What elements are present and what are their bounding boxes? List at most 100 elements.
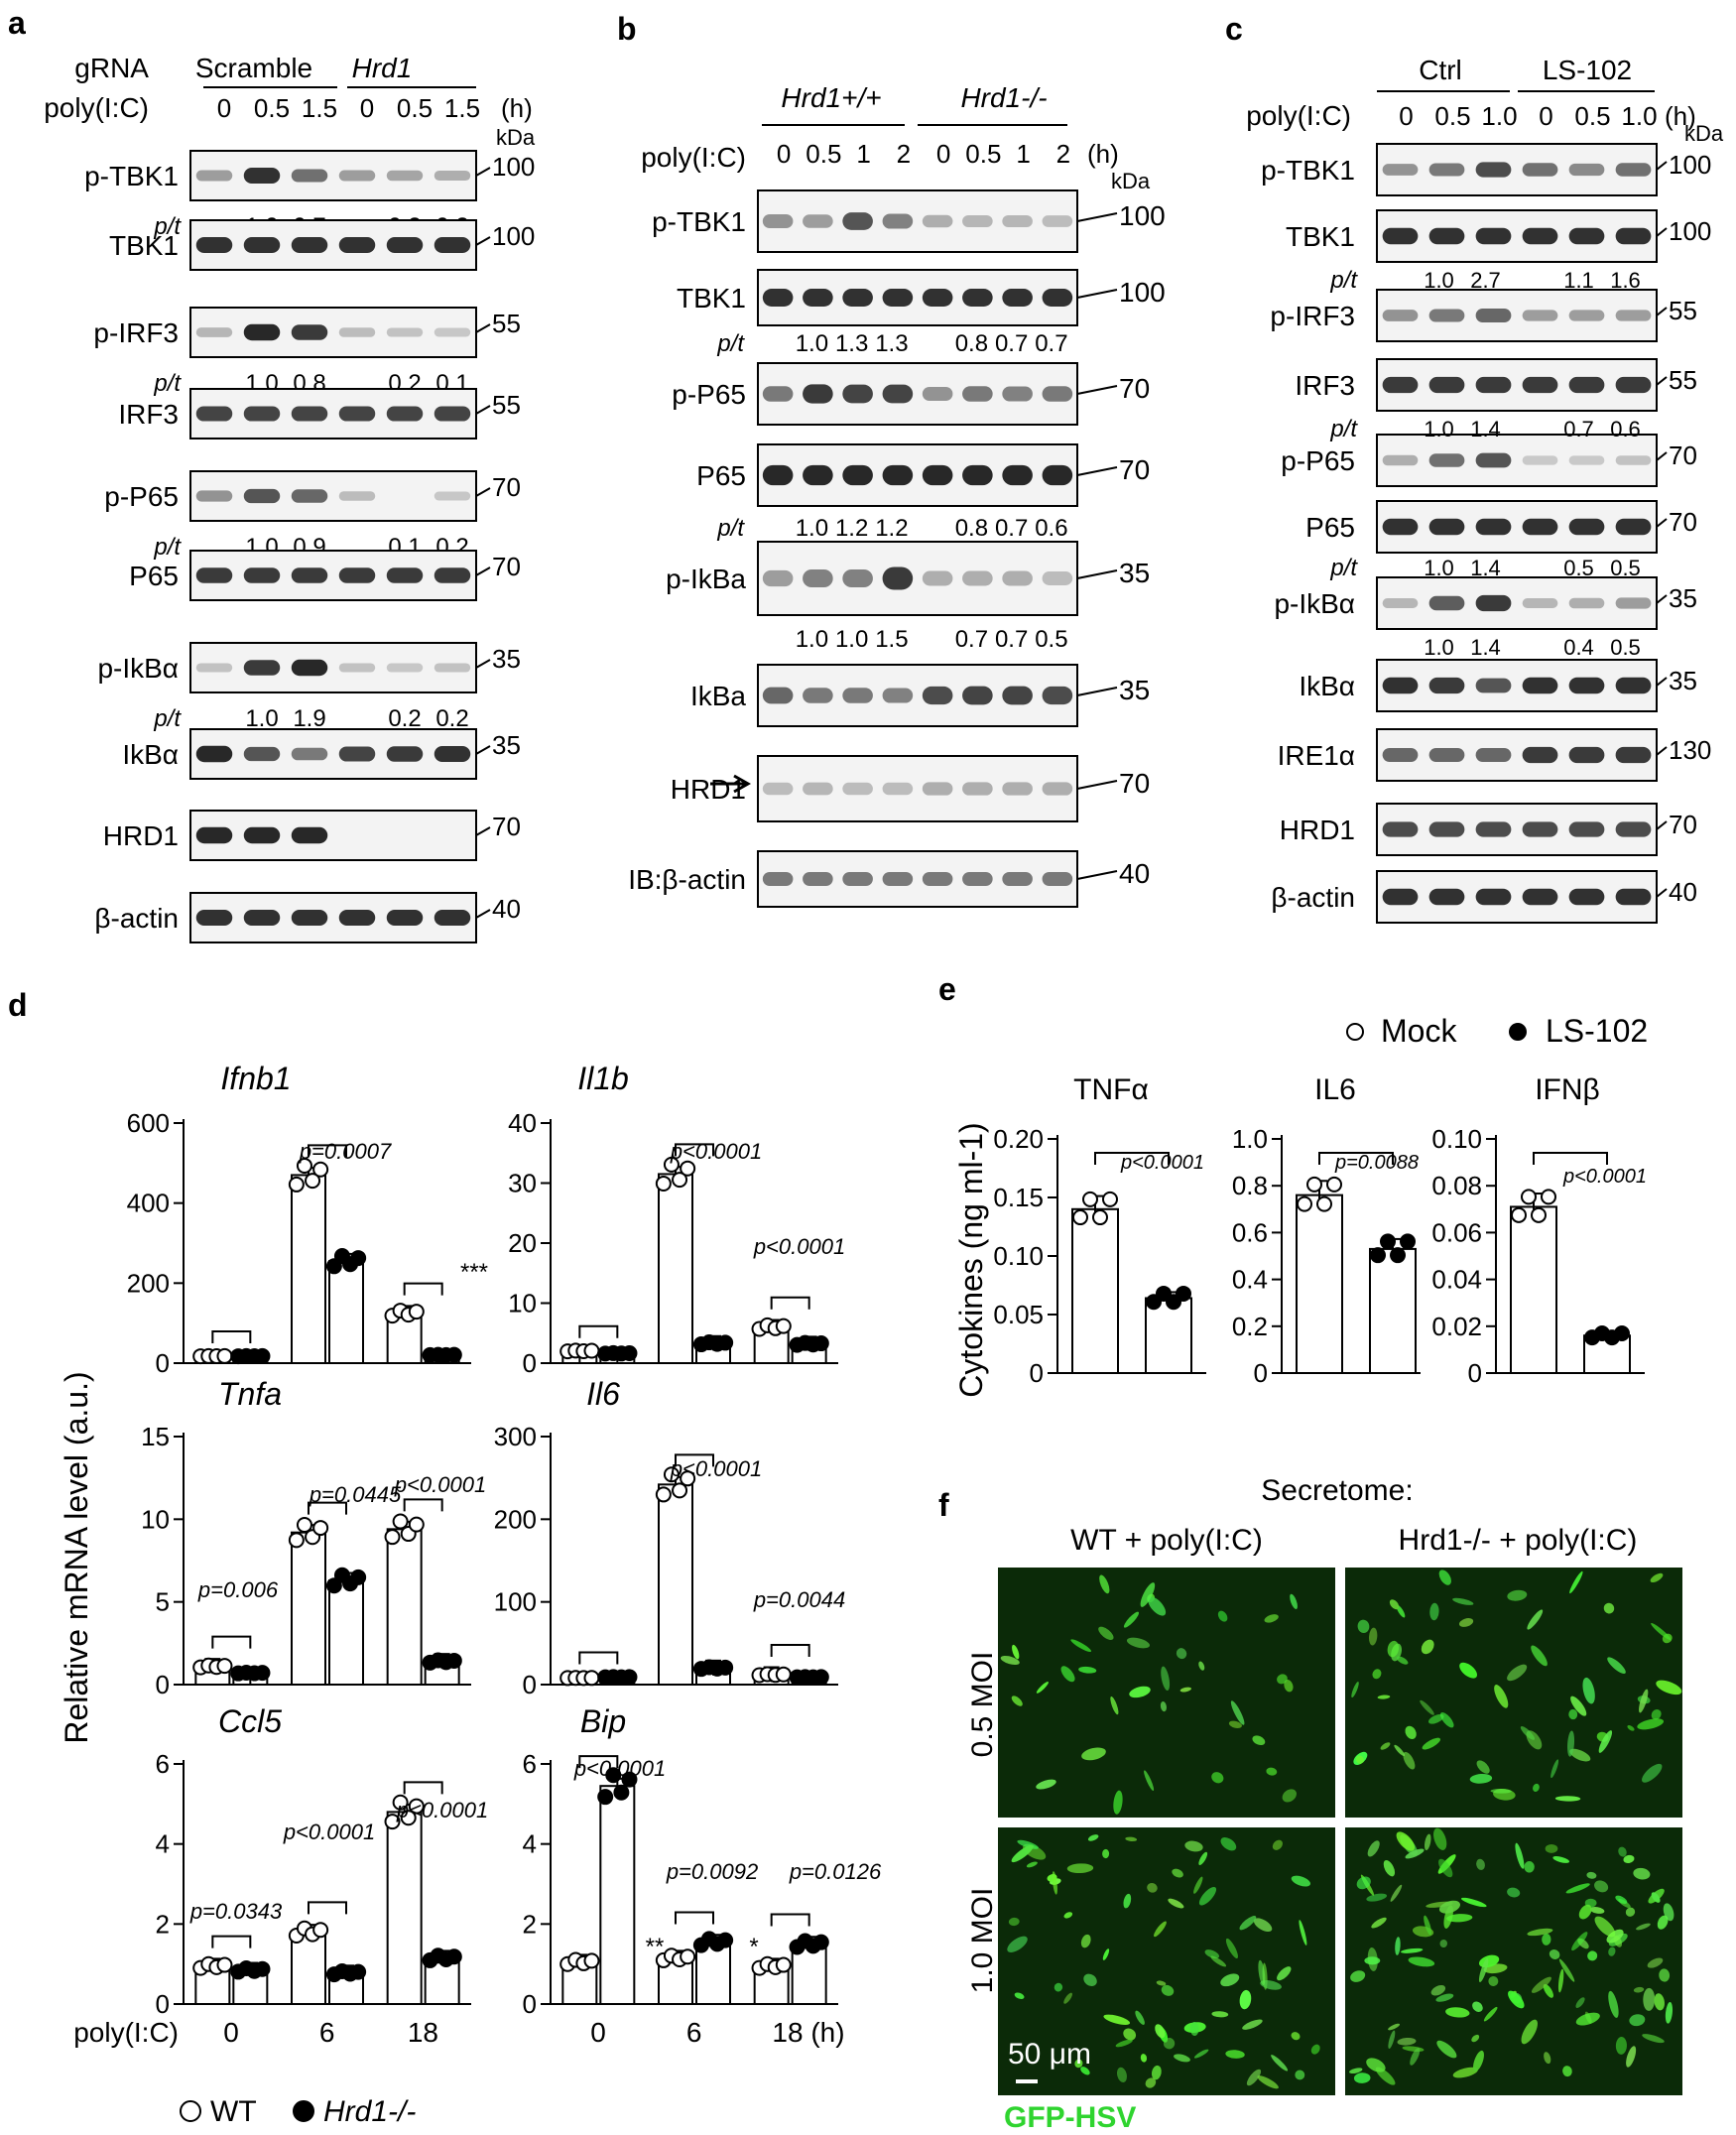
- p-value: p<0.0001: [394, 1472, 486, 1497]
- ratio-value: 0.2: [388, 705, 421, 732]
- significance-bracket: [578, 1755, 619, 1769]
- row-label: 1.0 MOI: [966, 1888, 999, 1994]
- gfp-cell: [1140, 1582, 1156, 1607]
- b-HRD1-band: [1002, 782, 1033, 796]
- pt-label: p/t: [716, 515, 745, 542]
- time-label: 0: [1399, 101, 1413, 131]
- b-HRD1-band: [962, 782, 993, 796]
- x-tick-label: 6: [686, 2017, 702, 2048]
- gfp-cell: [1586, 1871, 1597, 1879]
- kda-value: 55: [492, 309, 521, 338]
- time-label: 0: [217, 93, 231, 123]
- gfp-cell: [1562, 2066, 1572, 2077]
- data-point: [350, 1250, 367, 1267]
- data-point: [216, 1658, 233, 1675]
- b-IkBa-band: [1042, 686, 1073, 705]
- y-tick-label: 0: [523, 1670, 537, 1699]
- blot-label: IkBα: [122, 739, 179, 770]
- time-label: 0: [1539, 101, 1552, 131]
- kda-tick: [475, 323, 491, 333]
- time-label: 1.0: [1481, 101, 1517, 131]
- c-p-TBK1-band: [1475, 162, 1512, 178]
- data-point: [312, 1922, 329, 1939]
- b-p-IkBa-band: [1042, 571, 1073, 585]
- gfp-cell: [1445, 2007, 1470, 2018]
- data-point: [1176, 1285, 1191, 1302]
- y-tick-label: 0.04: [1431, 1265, 1482, 1295]
- c-p-P65-band: [1615, 455, 1652, 465]
- c-IRE1α-band: [1428, 748, 1465, 762]
- c-IRF3-band: [1428, 376, 1465, 394]
- blot-label: p-P65: [1281, 445, 1355, 476]
- kda-tick: [475, 659, 491, 669]
- gfp-cell: [1531, 1645, 1548, 1667]
- significance-bracket: [308, 1901, 347, 1915]
- gfp-cell: [1264, 1614, 1279, 1623]
- c-TBK1-band: [1522, 227, 1558, 245]
- data-point: [775, 1956, 792, 1973]
- time-label: 0.5: [1574, 101, 1610, 131]
- gfp-cell: [1189, 2021, 1199, 2036]
- a-IRF3-band: [195, 406, 233, 422]
- p-value: p<0.0001: [1562, 1166, 1647, 1188]
- data-point: [680, 1948, 696, 1965]
- gfp-cell: [1615, 2037, 1627, 2055]
- c-p-TBK1-band: [1382, 164, 1419, 176]
- ratio-value: 0.8: [955, 515, 988, 542]
- b-IB:β-actin-band: [922, 871, 953, 887]
- gfp-cell: [1623, 1854, 1635, 1864]
- data-point: [583, 1342, 600, 1359]
- c-p-P65-band: [1382, 454, 1419, 466]
- b-p-IkBa-band: [882, 566, 914, 590]
- data-point: [1102, 1191, 1118, 1207]
- legend-label: Mock: [1381, 1013, 1457, 1049]
- c-P65-band: [1568, 518, 1605, 536]
- bar: [291, 1931, 326, 2006]
- b-TBK1-band: [922, 289, 953, 307]
- b-p-IkBa-band: [842, 568, 873, 588]
- a-TBK1-band: [291, 237, 328, 253]
- b-p-TBK1-band: [803, 214, 833, 228]
- gfp-cell: [1494, 1685, 1509, 1708]
- gfp-cell: [1060, 1666, 1075, 1683]
- blot-label: TBK1: [677, 283, 746, 314]
- c-p-P65-band: [1428, 453, 1465, 467]
- gfp-cell: [1257, 2075, 1279, 2089]
- blot-label: IkBα: [1299, 671, 1355, 701]
- time-unit: (h): [1665, 101, 1696, 131]
- legend-marker: [1346, 1023, 1364, 1041]
- a-IkBα-band: [386, 746, 424, 762]
- data-point: [325, 1577, 342, 1594]
- poly-label: poly(I:C): [44, 92, 149, 123]
- data-point: [288, 1176, 305, 1193]
- b-p-TBK1-blot: [757, 189, 1078, 253]
- gfp-cell: [1230, 1700, 1245, 1725]
- gfp-cell: [1459, 1662, 1478, 1679]
- gfp-cell: [1439, 1712, 1454, 1728]
- y-tick-label: 100: [494, 1587, 537, 1617]
- ratio-value: 1.2: [835, 515, 868, 542]
- gfp-cell: [1284, 1680, 1294, 1693]
- c-IRF3-band: [1615, 376, 1652, 394]
- ratio-value: 0.2: [435, 705, 468, 732]
- blot-label: TBK1: [109, 230, 179, 261]
- gfp-cell: [1129, 1686, 1151, 1698]
- kda-value: 40: [492, 894, 521, 924]
- data-point: [1146, 1294, 1162, 1311]
- pt-label: p/t: [716, 330, 745, 357]
- bar: [599, 1785, 636, 2006]
- b-P65-band: [962, 464, 993, 486]
- gfp-cell: [1627, 1725, 1635, 1731]
- gfp-cell: [1651, 1708, 1662, 1720]
- a-β-actin-band: [338, 910, 376, 926]
- kda-tick: [1656, 746, 1668, 756]
- a-P65-band: [434, 567, 471, 583]
- kda-tick: [1656, 307, 1668, 316]
- gfp-cell: [1081, 1747, 1106, 1761]
- gfp-cell: [1452, 1597, 1474, 1605]
- p-value: p<0.0001: [283, 1820, 375, 1844]
- kda-tick: [1656, 227, 1668, 237]
- y-tick-label: 2: [156, 1909, 170, 1939]
- significance-bracket: [770, 1644, 810, 1657]
- kda-value: 40: [1119, 858, 1150, 889]
